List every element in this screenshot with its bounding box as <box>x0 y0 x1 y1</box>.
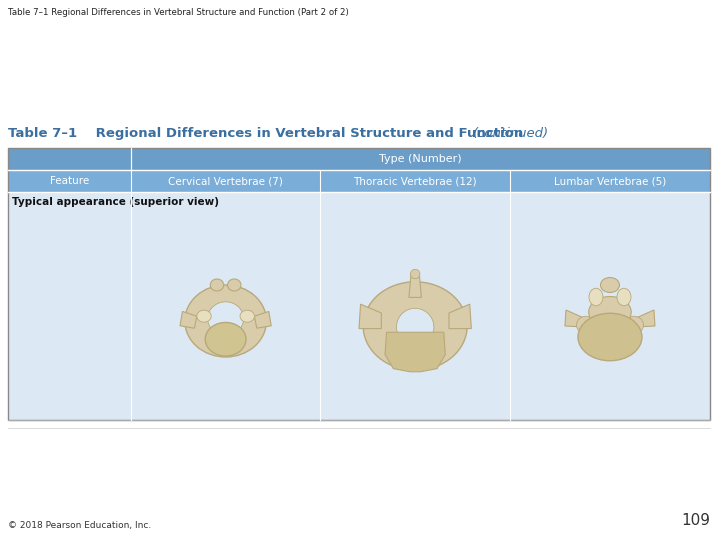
Bar <box>8 148 710 170</box>
Text: Type (Number): Type (Number) <box>379 154 462 164</box>
Ellipse shape <box>363 282 467 370</box>
Ellipse shape <box>410 269 420 279</box>
Polygon shape <box>385 332 445 372</box>
Ellipse shape <box>589 288 603 306</box>
Ellipse shape <box>597 315 623 338</box>
Ellipse shape <box>228 279 241 291</box>
Text: Typical appearance (superior view): Typical appearance (superior view) <box>12 197 219 207</box>
Text: 109: 109 <box>681 513 710 528</box>
Text: Thoracic Vertebrae (12): Thoracic Vertebrae (12) <box>354 176 477 186</box>
Text: Lumbar Vertebrae (5): Lumbar Vertebrae (5) <box>554 176 666 186</box>
Ellipse shape <box>185 285 266 357</box>
Polygon shape <box>254 312 271 328</box>
Ellipse shape <box>240 310 254 322</box>
Text: Table 7–1    Regional Differences in Vertebral Structure and Function: Table 7–1 Regional Differences in Verteb… <box>8 127 523 140</box>
Ellipse shape <box>600 278 619 293</box>
Polygon shape <box>409 274 421 298</box>
Ellipse shape <box>617 288 631 306</box>
Bar <box>8 170 710 192</box>
Ellipse shape <box>577 316 595 334</box>
Bar <box>8 192 710 420</box>
Polygon shape <box>180 312 197 328</box>
Bar <box>8 148 710 420</box>
Polygon shape <box>449 304 472 329</box>
Polygon shape <box>635 310 655 327</box>
Text: © 2018 Pearson Education, Inc.: © 2018 Pearson Education, Inc. <box>8 521 151 530</box>
Ellipse shape <box>578 313 642 361</box>
Ellipse shape <box>624 316 644 334</box>
Text: Feature: Feature <box>50 176 89 186</box>
Text: (continued): (continued) <box>473 127 549 140</box>
Text: Table 7–1 Regional Differences in Vertebral Structure and Function (Part 2 of 2): Table 7–1 Regional Differences in Verteb… <box>8 8 348 17</box>
Ellipse shape <box>205 322 246 356</box>
Ellipse shape <box>397 308 434 346</box>
Text: Cervical Vertebrae (7): Cervical Vertebrae (7) <box>168 176 283 186</box>
Polygon shape <box>565 310 585 327</box>
Ellipse shape <box>589 296 631 327</box>
Polygon shape <box>359 304 382 329</box>
Ellipse shape <box>207 302 243 335</box>
Ellipse shape <box>210 279 224 291</box>
Ellipse shape <box>197 310 211 322</box>
